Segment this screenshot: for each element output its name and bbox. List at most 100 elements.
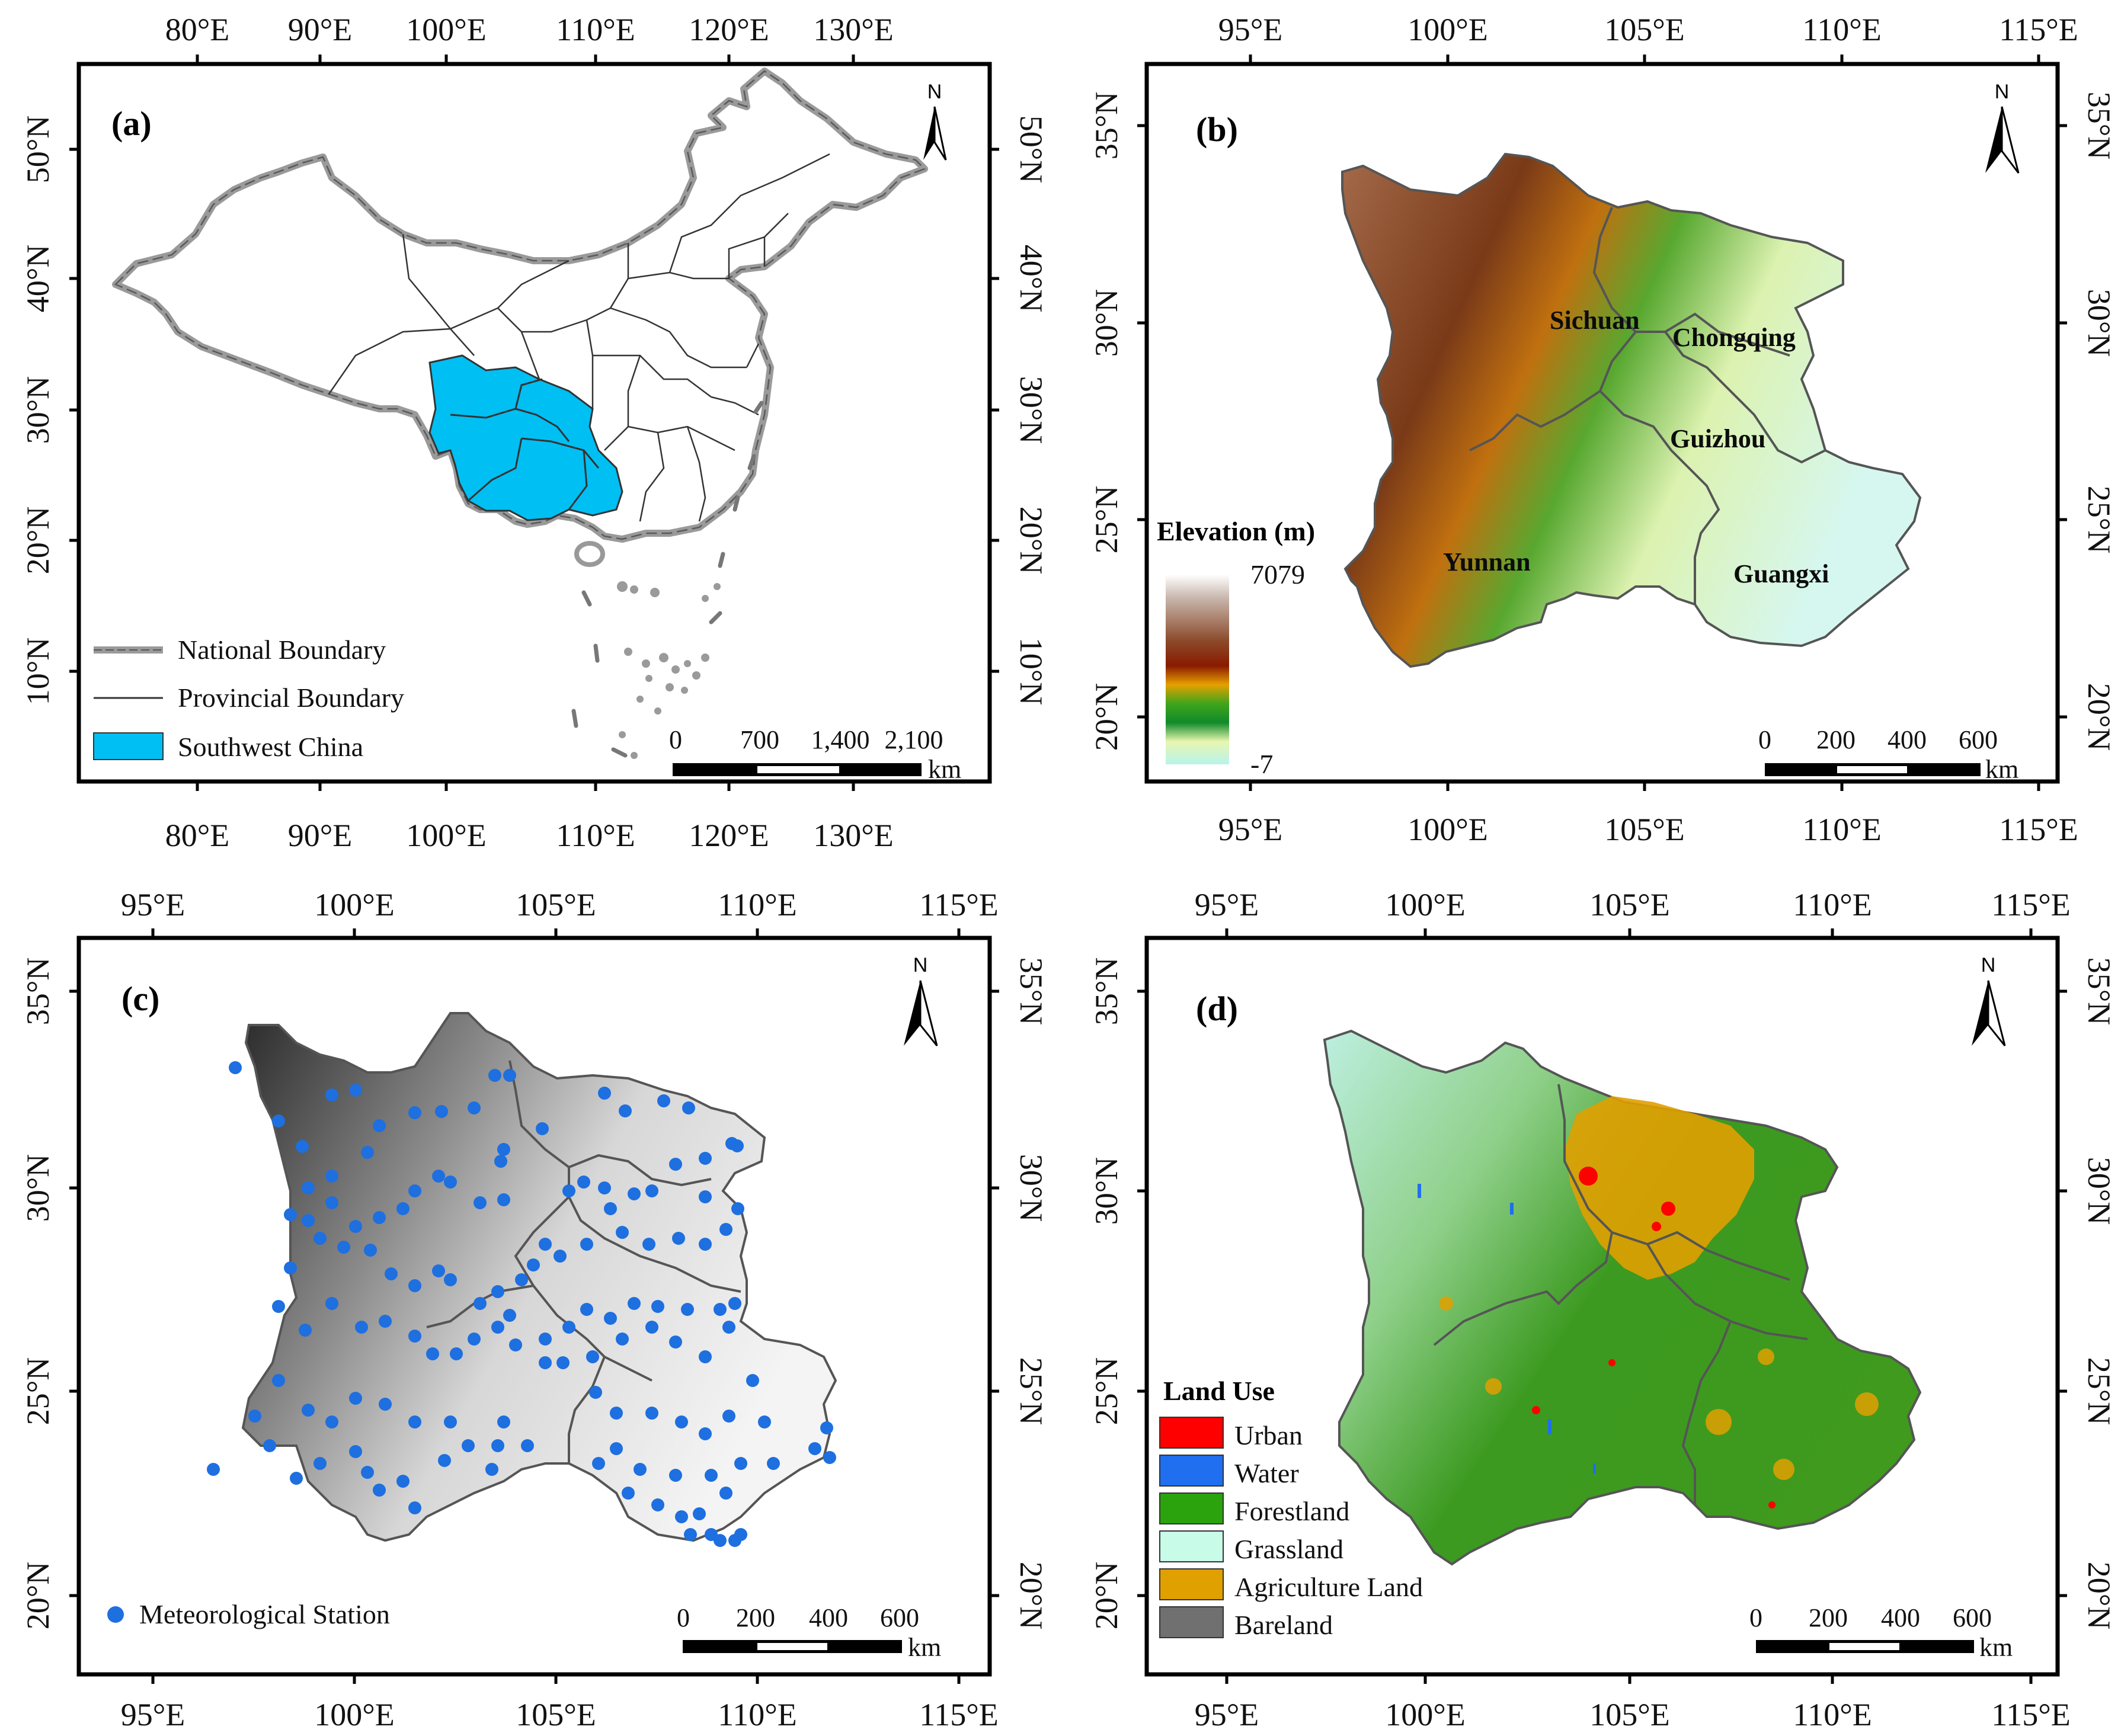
panel-d-scale-bar: 0 200 400 600 km (1749, 1603, 2013, 1662)
a-bottom-lon-6: 130°E (813, 818, 894, 853)
land-use-legend-title: Land Use (1163, 1376, 1275, 1406)
station-point (349, 1445, 362, 1458)
legend-grassland-label: Grassland (1234, 1534, 1343, 1564)
d-left-lat-3: 25°N (1089, 1357, 1124, 1426)
station-point (497, 1193, 510, 1206)
station-point (426, 1347, 439, 1360)
station-point (355, 1321, 368, 1334)
panel-c-legend: Meteorological Station (107, 1599, 390, 1629)
c-right-lat-1: 35°N (1013, 957, 1049, 1026)
elevation-colorbar (1166, 575, 1229, 764)
station-point (705, 1528, 718, 1541)
station-point (539, 1333, 552, 1346)
a-right-lat-4: 20°N (1013, 507, 1049, 575)
a-bottom-lon-4: 110°E (556, 818, 635, 853)
station-point (444, 1415, 457, 1428)
svg-text:600: 600 (1959, 725, 1998, 754)
panel-a-tickmarks (69, 55, 999, 791)
station-point (302, 1181, 315, 1194)
c-top-lon-4: 110°E (718, 887, 797, 923)
station-point (290, 1472, 303, 1485)
d-right-lat-3: 25°N (2081, 1357, 2117, 1426)
legend-water-label: Water (1234, 1458, 1299, 1488)
panel-a-frame (76, 62, 992, 784)
station-point (722, 1321, 735, 1334)
station-point (651, 1498, 664, 1511)
svg-text:400: 400 (809, 1603, 848, 1632)
station-point (808, 1442, 821, 1455)
station-point (373, 1211, 386, 1224)
b-left-lat-2: 30°N (1089, 289, 1124, 357)
b-right-lat-4: 20°N (2081, 683, 2117, 751)
panel-c-label: (c) (121, 979, 159, 1018)
svg-text:200: 200 (1809, 1603, 1848, 1632)
station-point (746, 1374, 759, 1387)
station-point (302, 1404, 315, 1417)
station-point (682, 1101, 695, 1114)
a-bottom-lon-1: 80°E (165, 818, 230, 853)
station-point (722, 1410, 735, 1423)
station-point (503, 1309, 516, 1322)
panel-c-frame (76, 936, 992, 1677)
d-bottom-lon-3: 105°E (1589, 1697, 1670, 1732)
station-point (408, 1330, 421, 1343)
station-point (657, 1094, 670, 1107)
station-point (325, 1415, 338, 1428)
c-bottom-lon-3: 105°E (516, 1697, 596, 1732)
a-bottom-lon-3: 100°E (406, 818, 487, 853)
station-point (284, 1208, 297, 1221)
station-point (272, 1114, 285, 1128)
legend-provincial-label: Provincial Boundary (178, 683, 404, 713)
d-bottom-lon-1: 95°E (1195, 1697, 1259, 1732)
station-point (325, 1170, 338, 1183)
station-point (634, 1463, 647, 1476)
a-top-lon-3: 100°E (406, 12, 487, 47)
station-point (361, 1466, 374, 1479)
station-point (675, 1415, 688, 1428)
elevation-legend: Elevation (m) 7079 -7 (1157, 516, 1315, 779)
station-point (491, 1285, 504, 1298)
sw-china-relief-map (241, 1012, 837, 1542)
station-point (628, 1297, 641, 1310)
station-point (610, 1407, 623, 1420)
station-point (758, 1415, 771, 1428)
svg-text:400: 400 (1881, 1603, 1920, 1632)
b-bottom-lon-2: 100°E (1407, 812, 1488, 847)
station-point (408, 1106, 421, 1119)
station-point (622, 1487, 635, 1500)
station-point (385, 1267, 398, 1280)
legend-agriculture-swatch (1159, 1568, 1224, 1600)
station-point (521, 1439, 534, 1452)
station-point (272, 1374, 285, 1387)
station-point (672, 1232, 685, 1245)
a-top-lon-6: 130°E (813, 12, 894, 47)
station-point (313, 1457, 327, 1470)
station-point (432, 1264, 445, 1277)
station-point (562, 1184, 575, 1197)
station-point (669, 1335, 682, 1349)
station-point (396, 1202, 410, 1215)
station-point (684, 1528, 697, 1541)
station-point (474, 1196, 487, 1209)
d-left-lat-4: 20°N (1089, 1562, 1124, 1630)
station-point (361, 1146, 374, 1159)
station-point (604, 1202, 617, 1215)
svg-text:1,400: 1,400 (811, 725, 870, 754)
legend-forestland-label: Forestland (1234, 1496, 1349, 1526)
station-point (734, 1528, 747, 1541)
label-yunnan: Yunnan (1443, 547, 1531, 576)
svg-text:N: N (913, 954, 928, 976)
provincial-boundaries (328, 153, 830, 522)
station-point (645, 1407, 658, 1420)
legend-bareland-swatch (1159, 1606, 1224, 1638)
station-point (580, 1303, 593, 1316)
province-borders-b (1469, 207, 1826, 604)
station-point (491, 1321, 504, 1334)
d-top-lon-3: 105°E (1589, 887, 1670, 923)
south-china-sea-islands (617, 581, 721, 759)
station-point (272, 1300, 285, 1313)
station-point (669, 1158, 682, 1171)
station-point (616, 1226, 629, 1239)
station-point (731, 1202, 744, 1215)
